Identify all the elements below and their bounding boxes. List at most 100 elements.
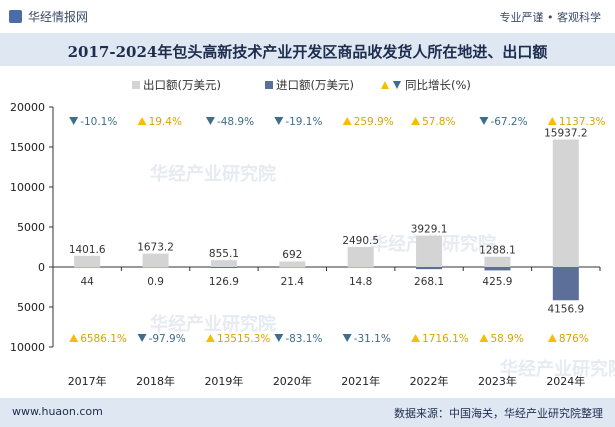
- import-bar: [484, 267, 511, 271]
- export-growth-label: -67.2%: [490, 116, 527, 128]
- export-growth-label: -19.1%: [285, 116, 322, 128]
- footer: www.huaon.com 数据来源：中国海关，华经产业研究院整理: [0, 398, 615, 427]
- y-tick-label: 10000: [10, 181, 45, 194]
- legend-growth-label: 同比增长(%): [405, 78, 471, 92]
- top-bar: 华经情报网 专业严谨 • 客观科学: [0, 0, 615, 33]
- y-tick-label: 5000: [17, 221, 45, 234]
- chart-title: 2017-2024年包头高新技术产业开发区商品收发货人所在地进、出口额: [67, 43, 548, 61]
- import-value-label: 4156.9: [547, 303, 584, 315]
- watermark-text: 华经产业研究院: [150, 163, 276, 185]
- export-growth-label: 19.4%: [149, 116, 182, 128]
- export-growth-label-up-icon: [411, 117, 421, 125]
- export-bar: [279, 261, 306, 267]
- export-bar: [142, 253, 169, 267]
- x-tick-label: 2024年: [546, 374, 585, 388]
- export-growth-label: -10.1%: [80, 116, 117, 128]
- import-growth-label: 6586.1%: [80, 333, 127, 345]
- title-band: [0, 33, 615, 66]
- legend-import-label: 进口额(万美元): [276, 78, 354, 92]
- brand: 华经情报网: [9, 8, 88, 25]
- legend-export-label: 出口额(万美元): [143, 78, 221, 92]
- import-growth-label: -31.1%: [354, 333, 391, 345]
- export-growth-label-up-icon: [342, 117, 352, 125]
- import-growth-label: 876%: [559, 333, 589, 345]
- import-growth-label: 1716.1%: [422, 333, 469, 345]
- y-tick-label: 15000: [10, 141, 45, 154]
- x-tick-label: 2023年: [478, 374, 517, 388]
- y-tick-label: 0: [38, 261, 45, 274]
- export-value-label: 692: [282, 249, 302, 261]
- import-bar: [142, 267, 169, 268]
- export-value-label: 1401.6: [69, 244, 106, 256]
- export-growth-label: -48.9%: [217, 116, 254, 128]
- import-growth-label: 13515.3%: [217, 333, 270, 345]
- y-tick-label: 5000: [17, 301, 45, 314]
- export-growth-label: 57.8%: [422, 116, 455, 128]
- x-tick-label: 2018年: [136, 374, 175, 388]
- brand-logo-icon: [9, 10, 22, 23]
- import-bar: [552, 267, 579, 301]
- tagline: 专业严谨 • 客观科学: [499, 11, 601, 24]
- import-value-label: 126.9: [209, 276, 239, 288]
- import-growth-label: -83.1%: [285, 333, 322, 345]
- import-bar: [347, 267, 374, 268]
- import-bar: [210, 267, 237, 269]
- export-bar: [416, 235, 443, 267]
- footer-url[interactable]: www.huaon.com: [12, 405, 103, 418]
- import-growth-label: 58.9%: [490, 333, 523, 345]
- x-tick-label: 2017年: [68, 374, 107, 388]
- import-bar: [279, 267, 306, 268]
- import-growth-label: -97.9%: [149, 333, 186, 345]
- import-value-label: 21.4: [281, 276, 305, 288]
- x-tick-label: 2020年: [273, 374, 312, 388]
- footer-source: 数据来源：中国海关，华经产业研究院整理: [394, 407, 603, 420]
- x-tick-label: 2021年: [341, 374, 380, 388]
- import-growth-label-up-icon: [479, 334, 489, 342]
- export-growth-label-up-icon: [547, 117, 557, 125]
- export-value-label: 855.1: [209, 248, 239, 260]
- import-growth-label-up-icon: [411, 334, 421, 342]
- export-bar: [74, 255, 101, 267]
- export-growth-label: 259.9%: [354, 116, 394, 128]
- export-value-label: 3929.1: [411, 224, 448, 236]
- export-value-label: 1673.2: [137, 242, 174, 254]
- x-tick-label: 2022年: [410, 374, 449, 388]
- import-value-label: 268.1: [414, 276, 444, 288]
- legend-export-swatch: [132, 81, 140, 89]
- watermark-text: 华经产业研究院: [150, 313, 276, 335]
- export-growth-label-down-icon: [479, 117, 489, 125]
- legend-down-triangle-icon: [393, 81, 401, 89]
- export-bar: [210, 260, 237, 267]
- export-value-label: 1288.1: [479, 245, 516, 257]
- y-tick-label: 10000: [10, 341, 45, 354]
- x-tick-label: 2019年: [204, 374, 243, 388]
- import-growth-label-down-icon: [274, 334, 284, 342]
- import-value-label: 44: [81, 276, 95, 288]
- import-bar: [416, 267, 443, 270]
- export-bar: [347, 247, 374, 267]
- legend-import-swatch: [265, 81, 273, 89]
- import-growth-label-down-icon: [342, 334, 352, 342]
- y-tick-label: 20000: [10, 101, 45, 114]
- export-value-label: 15937.2: [544, 128, 587, 140]
- import-growth-label-up-icon: [547, 334, 557, 342]
- export-value-label: 2490.5: [342, 235, 379, 247]
- export-bar: [484, 256, 511, 267]
- import-growth-label-up-icon: [205, 334, 215, 342]
- watermark-text: 华经产业研究院: [500, 358, 615, 380]
- export-growth-label-down-icon: [69, 117, 79, 125]
- legend-up-triangle-icon: [381, 81, 389, 89]
- import-value-label: 0.9: [147, 276, 164, 288]
- export-growth-label: 1137.3%: [559, 116, 606, 128]
- export-growth-label-up-icon: [137, 117, 147, 125]
- import-growth-label-down-icon: [137, 334, 147, 342]
- export-growth-label-down-icon: [274, 117, 284, 125]
- export-bar: [552, 139, 579, 267]
- import-value-label: 425.9: [482, 276, 512, 288]
- export-growth-label-down-icon: [205, 117, 215, 125]
- import-bar: [74, 267, 101, 268]
- brand-name: 华经情报网: [28, 10, 89, 24]
- import-growth-label-up-icon: [69, 334, 79, 342]
